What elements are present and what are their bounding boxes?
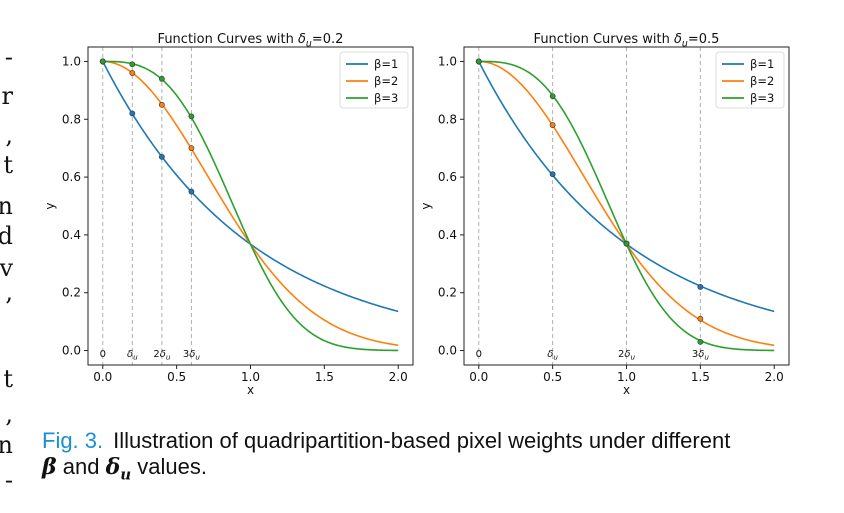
margin-char: t: [3, 365, 13, 393]
data-point: [129, 61, 136, 68]
reference-line-label: 0: [476, 349, 482, 360]
data-point: [188, 113, 195, 120]
margin-char: -: [4, 43, 13, 71]
legend-label: β=1: [750, 57, 774, 71]
y-tick-label: 1.0: [62, 54, 81, 68]
margin-char: d: [0, 222, 13, 250]
x-tick-label: 0.5: [167, 370, 186, 384]
data-point: [623, 240, 630, 247]
data-point: [188, 145, 195, 152]
x-tick-label: 1.5: [315, 370, 334, 384]
y-tick-label: 0.6: [438, 170, 457, 184]
caption-text-3: values.: [137, 454, 208, 479]
y-tick-label: 0.4: [62, 228, 81, 242]
legend-label: β=1: [374, 57, 398, 71]
chart-title: Function Curves with δu​=0.2: [158, 32, 344, 49]
data-point: [697, 338, 704, 345]
legend-label: β=3: [750, 91, 774, 105]
caption-text-2: and: [62, 454, 100, 479]
margin-char: v: [0, 254, 13, 282]
margin-char: -: [4, 466, 13, 494]
caption-delta-symbol: δu: [105, 454, 132, 484]
x-tick-label: 2.0: [389, 370, 408, 384]
legend-box: [339, 51, 409, 109]
data-point: [129, 70, 136, 76]
x-axis-label: x: [247, 383, 254, 397]
margin-char: ,: [5, 278, 13, 306]
reference-line-label: 3δu​: [692, 349, 710, 362]
caption-text-1: Illustration of quadripartition-based pi…: [113, 428, 731, 453]
x-tick-label: 0.0: [93, 370, 112, 384]
y-tick-label: 0.8: [62, 112, 81, 126]
data-point: [697, 315, 704, 322]
data-point: [158, 153, 165, 160]
caption-delta-letter: δ: [105, 454, 121, 480]
y-tick-label: 0.0: [62, 344, 81, 358]
data-point: [549, 171, 556, 178]
data-point: [99, 58, 106, 65]
y-tick-label: 0.0: [438, 344, 457, 358]
y-tick-label: 0.8: [438, 112, 457, 126]
legend: β=1 β=2 β=3: [339, 51, 409, 109]
caption-beta-symbol: β: [42, 454, 57, 480]
y-axis-label: y: [419, 202, 433, 209]
data-point: [549, 93, 556, 100]
margin-char: ,: [5, 400, 13, 428]
y-tick-label: 0.2: [62, 286, 81, 300]
chart-title: Function Curves with δu​=0.5: [534, 32, 720, 49]
x-tick-label: 1.0: [617, 370, 636, 384]
y-tick-label: 0.2: [438, 286, 457, 300]
caption-delta-subscript: u: [120, 465, 132, 484]
chart-panel-1: 0.0 0.5 1.0 1.5 2.00.00.20.40.60.81.0xyβ=1β=…: [43, 46, 414, 397]
data-point: [129, 110, 136, 117]
y-tick-label: 1.0: [438, 54, 457, 68]
series-line-beta-3: [102, 60, 399, 352]
reference-line-label: δu​: [127, 349, 138, 362]
reference-line-label: δu​: [547, 349, 558, 362]
data-point: [158, 101, 165, 108]
legend-label: β=3: [374, 91, 398, 105]
data-point: [549, 122, 556, 128]
legend-box: [715, 51, 785, 109]
x-tick-label: 0.0: [469, 370, 488, 384]
x-tick-label: 0.5: [543, 370, 562, 384]
reference-line-label: 3δu​: [183, 349, 201, 362]
x-tick-label: 2.0: [765, 370, 784, 384]
x-tick-label: 1.0: [241, 370, 260, 384]
x-tick-label: 1.5: [691, 370, 710, 384]
legend: β=1 β=2 β=3: [715, 51, 785, 109]
data-point: [475, 58, 482, 65]
margin-char: n: [0, 192, 13, 220]
legend-label: β=2: [374, 74, 398, 88]
y-tick-label: 0.6: [62, 170, 81, 184]
figure: 0.0 0.5 1.0 1.5 2.00.00.20.40.60.81.0xyβ=1β=…: [43, 32, 790, 397]
figure-caption: Fig. 3. Illustration of quadripartition-b…: [42, 428, 832, 487]
y-axis-label: y: [43, 202, 57, 209]
margin-char: t: [3, 151, 13, 179]
data-point: [697, 284, 704, 290]
reference-line-label: 2δu​: [153, 349, 171, 362]
reference-line-label: 2δu​: [618, 349, 636, 362]
figure-number: Fig. 3.: [42, 428, 104, 453]
margin-char: r: [1, 82, 13, 110]
margin-char: ,: [5, 121, 13, 149]
data-point: [188, 188, 195, 195]
legend-label: β=2: [750, 74, 774, 88]
margin-char: n: [0, 431, 13, 459]
data-point: [158, 75, 165, 82]
chart-panel-2: 0.0 0.5 1.0 1.5 2.00.00.20.40.60.81.0xyβ=1β=…: [419, 46, 790, 397]
reference-line-label: 0: [100, 349, 106, 360]
y-tick-label: 0.4: [438, 228, 457, 242]
x-axis-label: x: [623, 383, 630, 397]
